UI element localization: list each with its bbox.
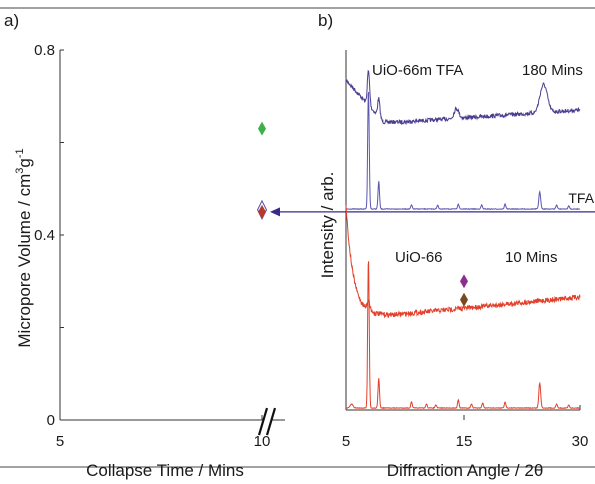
series-line-simulated-b — [345, 261, 581, 410]
series-label: UiO-66m TFA — [372, 62, 463, 79]
scatter-point — [460, 292, 468, 307]
scatter-point — [460, 274, 468, 289]
x-tick-label: 30 — [572, 433, 589, 450]
panel-a: a) 00.40.8 510152025 Micropore Volume / … — [4, 11, 595, 480]
y-axis-title: Intensity / arb. — [318, 172, 337, 279]
annotation-label: TFA Removal — [568, 190, 595, 206]
y-tick-label: 0.4 — [34, 227, 55, 244]
x-axis-title: Collapse Time / Mins — [86, 461, 244, 480]
y-tick-label: 0.8 — [34, 42, 55, 59]
annotation-arrow-head — [270, 207, 280, 217]
scatter-point — [258, 121, 266, 136]
series-line-uio66 — [345, 205, 581, 319]
axis-break-mark — [265, 407, 277, 436]
panel-a-label: a) — [4, 11, 19, 30]
x-axis-title: Diffraction Angle / 2θ — [387, 461, 544, 480]
series-line-uio66m-tfa — [345, 69, 581, 126]
x-tick-label: 10 — [254, 433, 271, 450]
series-time-label: 10 Mins — [505, 249, 558, 266]
x-tick-label: 5 — [342, 433, 350, 450]
y-tick-label: 0 — [47, 412, 55, 429]
y-axis-title: Micropore Volume / cm3g-1 — [14, 148, 34, 347]
x-tick-label: 5 — [56, 433, 64, 450]
panel-b: b) 5 30 Intensity / arb. Diffraction Angl… — [318, 11, 588, 480]
axis-break-mark — [257, 407, 269, 436]
series-time-label: 180 Mins — [522, 62, 583, 79]
series-line-simulated-a — [345, 91, 581, 211]
series-label: UiO-66 — [395, 249, 443, 266]
panel-b-label: b) — [318, 11, 333, 30]
scatter-point — [258, 204, 266, 219]
x-tick-label: 15 — [456, 433, 473, 450]
